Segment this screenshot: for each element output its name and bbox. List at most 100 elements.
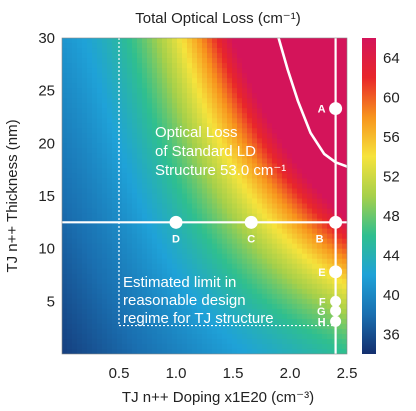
heatmap-cell xyxy=(182,343,188,350)
heatmap-cell xyxy=(287,198,293,205)
heatmap-cell xyxy=(102,128,108,134)
heatmap-cell xyxy=(87,228,93,235)
heatmap-cell xyxy=(192,43,198,49)
heatmap-cell xyxy=(252,93,258,99)
heatmap-cell xyxy=(77,43,83,49)
heatmap-cell xyxy=(147,43,153,49)
heatmap-cell xyxy=(212,168,218,175)
heatmap-cell xyxy=(327,78,333,84)
heatmap-cell xyxy=(82,178,88,185)
heatmap-cell xyxy=(242,143,248,149)
heatmap-cell xyxy=(307,283,313,290)
heatmap-cell xyxy=(137,248,143,255)
heatmap-cell xyxy=(312,88,318,94)
heatmap-cell xyxy=(297,238,303,245)
heatmap-cell xyxy=(117,273,123,280)
heatmap-cell xyxy=(192,198,198,205)
heatmap-cell xyxy=(312,328,318,335)
heatmap-cell xyxy=(237,298,243,305)
heatmap-cell xyxy=(197,148,203,154)
heatmap-cell xyxy=(297,333,303,340)
heatmap-cell xyxy=(197,293,203,300)
heatmap-cell xyxy=(162,233,168,240)
heatmap-cell xyxy=(207,283,213,290)
heatmap-cell xyxy=(67,148,73,154)
heatmap-cell xyxy=(287,163,293,170)
heatmap-cell xyxy=(257,228,263,235)
heatmap-cell xyxy=(257,133,263,139)
heatmap-cell xyxy=(162,58,168,64)
heatmap-cell xyxy=(142,283,148,290)
heatmap-cell xyxy=(322,258,328,265)
heatmap-cell xyxy=(202,58,208,64)
heatmap-cell xyxy=(127,128,133,134)
heatmap-cell xyxy=(72,303,78,310)
heatmap-cell xyxy=(282,148,288,154)
heatmap-cell xyxy=(212,73,218,79)
heatmap-cell xyxy=(97,188,103,195)
heatmap-cell xyxy=(117,183,123,190)
heatmap-cell xyxy=(217,318,223,325)
heatmap-cell xyxy=(217,88,223,94)
heatmap-cell xyxy=(152,83,158,89)
heatmap-cell xyxy=(342,318,347,325)
heatmap-cell xyxy=(277,108,283,114)
heatmap-cell xyxy=(302,243,308,250)
heatmap-cell xyxy=(207,128,213,134)
heatmap-cell xyxy=(187,348,193,354)
heatmap-cell xyxy=(187,238,193,245)
heatmap-cell xyxy=(67,198,73,205)
heatmap-cell xyxy=(252,263,258,270)
heatmap-cell xyxy=(182,233,188,240)
heatmap-cell xyxy=(222,178,228,185)
heatmap-cell xyxy=(267,183,273,190)
heatmap-cell xyxy=(102,213,108,220)
heatmap-cell xyxy=(142,148,148,154)
heatmap-cell xyxy=(327,83,333,89)
heatmap-cell xyxy=(227,283,233,290)
heatmap-cell xyxy=(327,123,333,129)
heatmap-cell xyxy=(327,173,333,180)
heatmap-cell xyxy=(82,183,88,190)
heatmap-cell xyxy=(277,128,283,134)
heatmap-cell xyxy=(282,108,288,114)
heatmap-cell xyxy=(237,303,243,310)
heatmap-cell xyxy=(252,83,258,89)
heatmap-cell xyxy=(67,273,73,280)
heatmap-cell xyxy=(167,43,173,49)
overlay-layer: Optical Loss of Standard LD Structure 53.0… xyxy=(62,38,347,354)
heatmap-cell xyxy=(317,303,323,310)
heatmap-cell xyxy=(122,333,128,340)
heatmap-cell xyxy=(72,53,78,59)
heatmap-cell xyxy=(227,333,233,340)
heatmap-cell xyxy=(67,343,73,350)
heatmap-cell xyxy=(267,143,273,149)
heatmap-cell xyxy=(337,123,343,129)
heatmap-cell xyxy=(192,113,198,119)
heatmap-cell xyxy=(102,133,108,139)
heatmap-cell xyxy=(182,268,188,275)
heatmap-cell xyxy=(167,168,173,175)
heatmap-cell xyxy=(67,173,73,180)
heatmap-cell xyxy=(282,248,288,255)
heatmap-cell xyxy=(207,58,213,64)
heatmap-cell xyxy=(182,148,188,154)
heatmap-cell xyxy=(282,293,288,300)
heatmap-cell xyxy=(97,328,103,335)
heatmap-cell xyxy=(207,68,213,74)
heatmap-cell xyxy=(192,283,198,290)
heatmap-cell xyxy=(107,343,113,350)
heatmap-cell xyxy=(222,348,228,354)
heatmap-cell xyxy=(317,198,323,205)
heatmap-cell xyxy=(137,228,143,235)
heatmap-cell xyxy=(307,48,313,54)
heatmap-cell xyxy=(77,38,83,44)
heatmap-cell xyxy=(122,43,128,49)
heatmap-cell xyxy=(82,258,88,265)
heatmap-cell xyxy=(152,338,158,345)
heatmap-cell xyxy=(267,43,273,49)
heatmap-cell xyxy=(232,288,238,295)
heatmap-cell xyxy=(212,208,218,215)
heatmap-cell xyxy=(147,278,153,285)
heatmap-cell xyxy=(147,293,153,300)
